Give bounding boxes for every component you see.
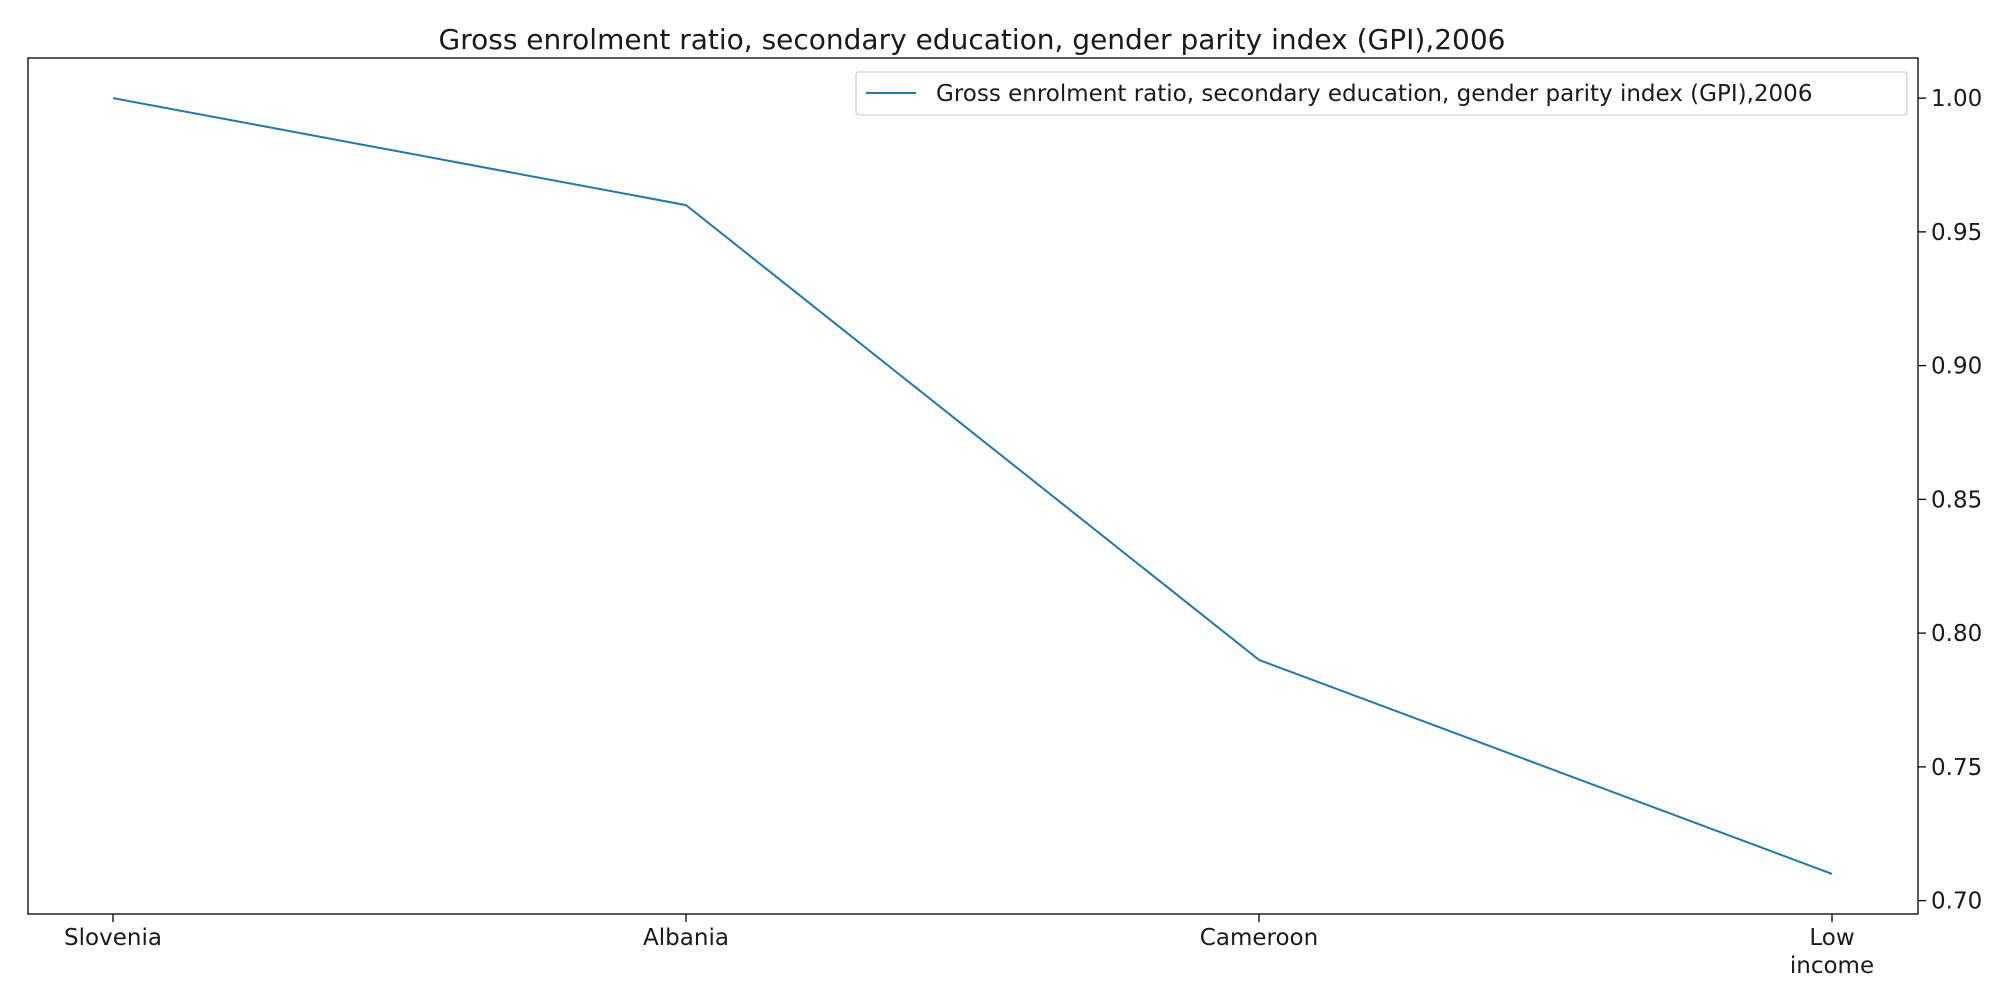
x-tick-label: Low — [1809, 925, 1854, 951]
series-layer — [112, 97, 1833, 875]
y-tick-label: 0.95 — [1931, 220, 1982, 246]
y-tick-label: 0.70 — [1931, 889, 1982, 915]
x-tick-label: Albania — [643, 925, 729, 951]
plot-area-frame — [27, 57, 1919, 915]
y-tick-label: 0.85 — [1931, 487, 1982, 513]
y-axis: 0.70 0.75 0.80 0.85 0.90 0.95 1.00 — [1918, 86, 1982, 915]
legend-entry-label: Gross enrolment ratio, secondary educati… — [936, 81, 1812, 107]
y-tick-label: 0.80 — [1931, 621, 1982, 647]
x-tick-label: Cameroon — [1200, 925, 1318, 951]
y-tick-label: 0.90 — [1931, 354, 1982, 380]
x-tick-label: Slovenia — [64, 925, 162, 951]
series-line — [112, 97, 1833, 875]
legend: Gross enrolment ratio, secondary educati… — [855, 71, 1908, 116]
y-tick-label: 1.00 — [1931, 86, 1982, 112]
legend-box — [855, 71, 1908, 116]
y-tick-label: 0.75 — [1931, 755, 1982, 781]
chart-title: Gross enrolment ratio, secondary educati… — [439, 23, 1506, 56]
x-tick-label: income — [1790, 953, 1874, 979]
